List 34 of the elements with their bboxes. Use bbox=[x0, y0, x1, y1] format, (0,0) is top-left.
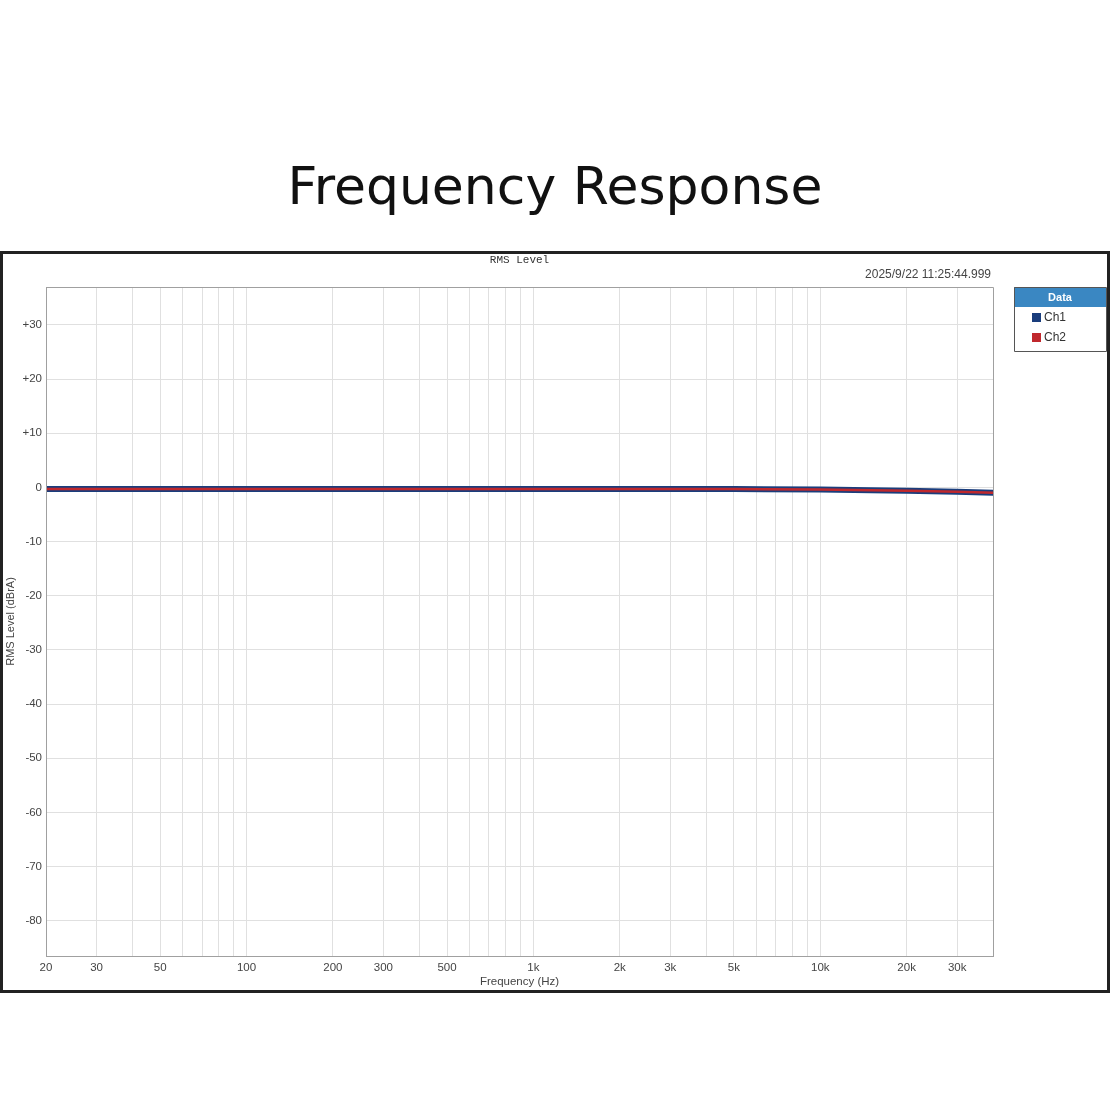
x-tick-label: 20 bbox=[39, 961, 53, 974]
chart-subtitle: RMS Level bbox=[489, 253, 550, 266]
x-tick-label: 300 bbox=[373, 961, 393, 974]
legend-label: Ch1 bbox=[1044, 310, 1067, 325]
x-axis-title: Frequency (Hz) bbox=[479, 975, 560, 988]
x-tick-label: 2k bbox=[613, 961, 627, 974]
legend-label: Ch2 bbox=[1044, 330, 1067, 345]
x-tick-label: 100 bbox=[236, 961, 257, 974]
y-tick-label: +10 bbox=[22, 426, 42, 439]
y-tick-label: +20 bbox=[22, 372, 42, 385]
x-tick-label: 1k bbox=[527, 961, 540, 974]
y-tick-label: -60 bbox=[25, 805, 42, 818]
y-tick-label: -10 bbox=[25, 534, 42, 547]
x-tick-label: 500 bbox=[437, 961, 457, 974]
y-tick-label: -80 bbox=[25, 913, 42, 926]
x-tick-label: 200 bbox=[323, 961, 343, 974]
y-axis-title: RMS Level (dBrA) bbox=[3, 577, 16, 666]
y-tick-label: -50 bbox=[25, 751, 42, 764]
x-tick-label: 30k bbox=[947, 961, 967, 974]
y-tick-label: +30 bbox=[22, 318, 42, 331]
y-tick-label: 0 bbox=[35, 480, 42, 493]
y-tick-label: -70 bbox=[25, 859, 42, 872]
x-tick-label: 30 bbox=[90, 961, 103, 974]
x-tick-label: 20k bbox=[897, 961, 917, 974]
text: 2025/9/22 11:25:44.999 bbox=[865, 267, 992, 282]
x-tick-label: 10k bbox=[811, 961, 830, 974]
x-tick-label: 50 bbox=[153, 961, 167, 974]
x-tick-label: 5k bbox=[727, 961, 741, 974]
x-tick-label: 3k bbox=[664, 961, 677, 974]
y-tick-label: -40 bbox=[25, 697, 42, 710]
y-tick-label: -20 bbox=[25, 588, 42, 601]
legend-title: Data bbox=[1048, 290, 1073, 303]
chart-title: Frequency Response bbox=[287, 155, 823, 216]
y-tick-label: -30 bbox=[25, 643, 42, 656]
